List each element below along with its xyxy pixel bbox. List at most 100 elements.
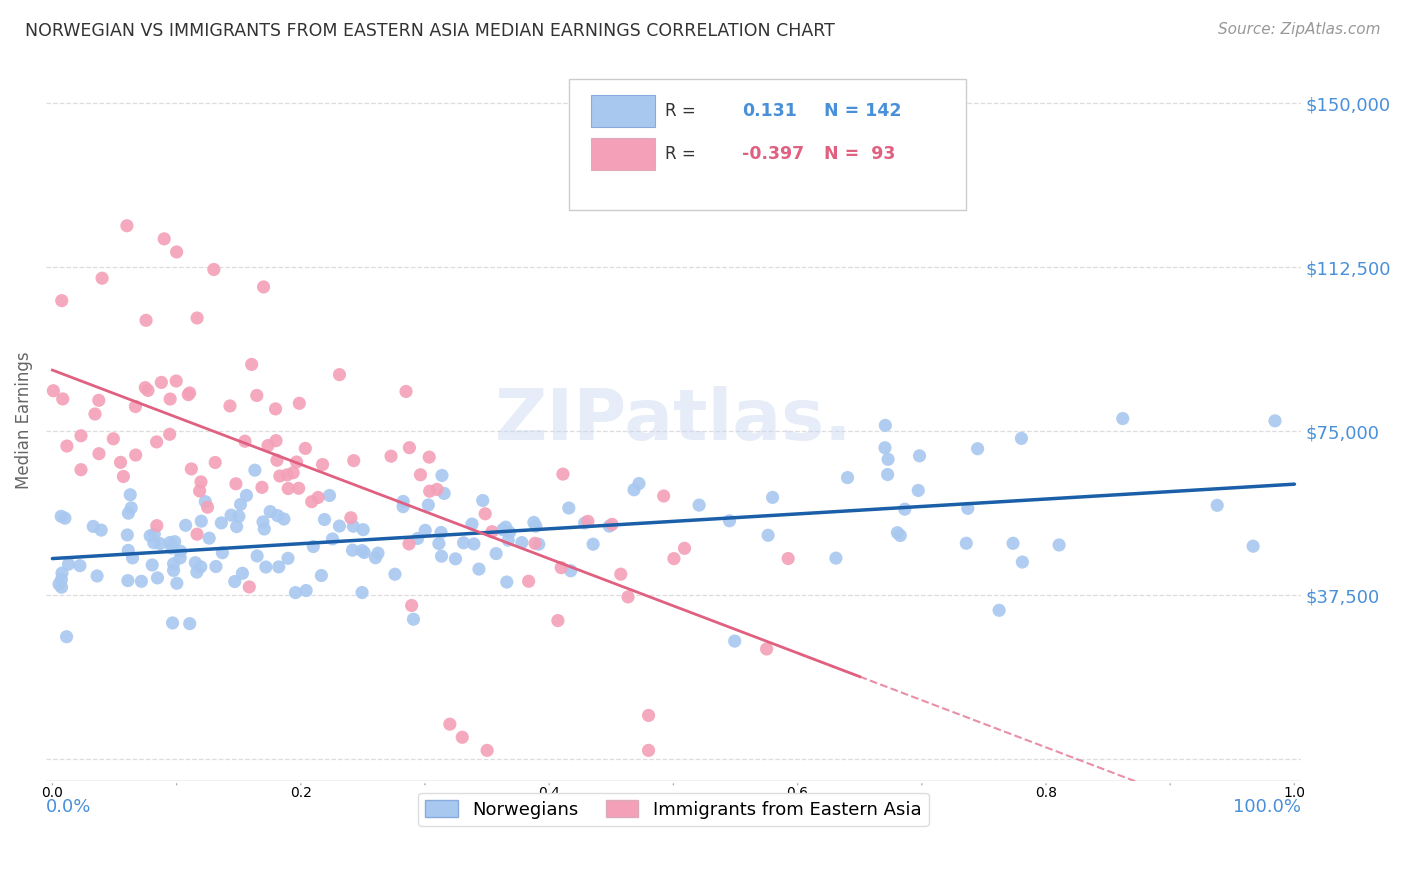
Point (240, 358, 263, 372)
Point (284, 585, 307, 599)
Point (285, 455, 308, 469)
Point (159, 427, 181, 442)
Point (475, 743, 498, 757)
Point (343, 453, 366, 467)
Point (231, 566, 253, 581)
Point (211, 546, 233, 560)
Point (1112, 411, 1135, 425)
Point (197, 500, 219, 515)
Point (120, 488, 142, 502)
Point (427, 536, 450, 550)
Point (623, 483, 645, 497)
Point (453, 536, 475, 550)
Point (439, 717, 461, 731)
Point (259, 505, 281, 519)
Point (269, 469, 291, 483)
Point (246, 388, 269, 402)
Point (318, 488, 340, 502)
Y-axis label: Median Earnings: Median Earnings (15, 351, 32, 489)
Point (225, 476, 247, 491)
Point (755, 642, 778, 657)
Point (190, 559, 212, 574)
Point (160, 541, 183, 555)
Point (418, 498, 440, 512)
Point (302, 540, 325, 554)
Point (398, 537, 420, 551)
Point (352, 523, 374, 537)
Point (527, 537, 550, 551)
Point (267, 560, 290, 574)
Point (287, 481, 309, 495)
Point (894, 502, 917, 516)
Point (84, 407, 107, 421)
Point (142, 535, 165, 549)
Point (186, 565, 208, 579)
Point (103, 432, 125, 446)
Point (688, 498, 710, 512)
Point (276, 467, 298, 482)
Point (180, 462, 202, 476)
Point (524, 519, 547, 533)
Point (58, 558, 80, 572)
Point (179, 386, 201, 401)
Point (485, 547, 508, 561)
Point (574, 516, 596, 530)
Point (186, 527, 208, 541)
Point (401, 599, 423, 613)
Point (86, 569, 108, 583)
Point (956, 501, 979, 516)
Point (353, 545, 375, 559)
Point (1010, 431, 1032, 445)
Point (204, 455, 226, 469)
Point (219, 399, 242, 413)
Point (120, 500, 142, 515)
Point (461, 517, 484, 532)
Point (328, 368, 350, 382)
Point (224, 574, 246, 589)
Point (468, 562, 491, 576)
Point (235, 488, 257, 502)
Point (238, 580, 260, 594)
Point (283, 466, 305, 480)
Point (190, 514, 212, 528)
Point (110, 455, 132, 469)
Text: NORWEGIAN VS IMMIGRANTS FROM EASTERN ASIA MEDIAN EARNINGS CORRELATION CHART: NORWEGIAN VS IMMIGRANTS FROM EASTERN ASI… (25, 22, 835, 40)
Point (252, 280, 274, 294)
Point (277, 551, 299, 566)
Point (153, 232, 176, 246)
Point (966, 442, 988, 456)
Point (550, 560, 572, 574)
Point (243, 463, 266, 477)
Point (430, 468, 453, 483)
Point (51, 573, 73, 587)
Text: 0.0%: 0.0% (46, 798, 91, 816)
Point (392, 494, 415, 508)
Point (125, 448, 148, 462)
Point (135, 313, 157, 327)
FancyBboxPatch shape (569, 79, 966, 210)
Point (121, 550, 143, 565)
Text: R =: R = (665, 145, 696, 163)
Point (159, 392, 181, 406)
Point (724, 634, 747, 648)
Point (673, 541, 696, 556)
FancyBboxPatch shape (591, 138, 655, 170)
Point (481, 524, 503, 539)
Point (492, 523, 515, 537)
Point (367, 546, 389, 560)
Point (451, 731, 474, 745)
Point (194, 494, 217, 508)
Point (246, 549, 269, 563)
Point (166, 244, 188, 259)
Point (662, 551, 685, 566)
Point (233, 434, 256, 449)
Point (56, 439, 79, 453)
Point (307, 491, 329, 505)
Point (600, 517, 623, 532)
Point (652, 489, 675, 503)
Point (463, 537, 485, 551)
Point (117, 528, 139, 542)
Point (364, 550, 387, 565)
Point (444, 552, 467, 566)
Point (433, 486, 456, 500)
